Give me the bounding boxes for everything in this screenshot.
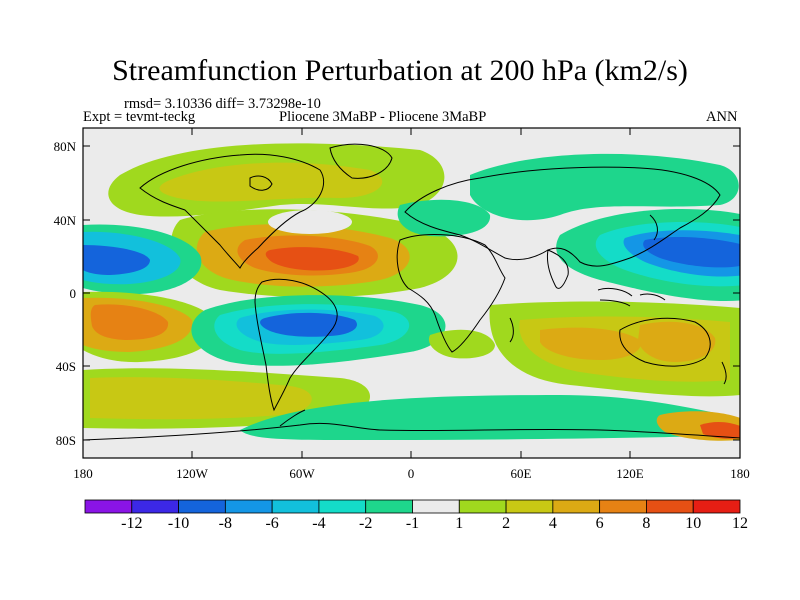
experiment-label: Expt = tevmt-teckg: [83, 109, 196, 125]
colorbar: [84, 499, 741, 514]
colorbar-label: 6: [595, 515, 604, 532]
coast-north-america: [139, 153, 325, 269]
colorbar-swatch: [178, 499, 226, 514]
colorbar-label: -10: [167, 515, 190, 532]
x-tick-120w: 120W: [176, 466, 208, 481]
coast-india: [547, 249, 569, 289]
colorbar-label: 2: [502, 515, 511, 532]
colorbar-swatch: [412, 499, 460, 514]
colorbar-swatch: [505, 499, 554, 514]
colorbar-label: 10: [685, 515, 702, 532]
colorbar-label: -12: [121, 515, 143, 532]
coast-japan: [649, 214, 658, 241]
rmsd-text: rmsd= 3.10336 diff= 3.73298e-10: [124, 96, 321, 112]
australia-anticyclone-core: [638, 321, 716, 362]
colorbar-swatch: [271, 499, 320, 514]
coast-madagascar: [509, 317, 514, 343]
colorbar-swatch: [692, 499, 741, 514]
coastlines: [83, 143, 740, 441]
coast-antarctica: [83, 422, 740, 441]
coast-africa: [396, 234, 506, 353]
plot-title: Streamfunction Perturbation at 200 hPa (…: [112, 54, 688, 87]
coast-south-america: [254, 278, 338, 412]
coast-indonesia: [597, 287, 666, 307]
coast-australia: [619, 317, 711, 367]
colorbar-swatch: [224, 499, 273, 514]
coast-antarctic-peninsula: [279, 409, 306, 427]
period-label: ANN: [706, 109, 738, 125]
colorbar-label: -6: [265, 515, 279, 532]
axis-tick-marks: [83, 128, 740, 458]
contour-field: [83, 128, 740, 458]
south-indian-anticyclone-core: [540, 327, 641, 360]
coast-hudson-bay: [249, 175, 273, 191]
colorbar-swatch: [131, 499, 179, 514]
colorbar-swatch: [84, 499, 133, 514]
y-tick-80n: 80N: [53, 139, 76, 154]
y-tick-40s: 40S: [55, 359, 76, 374]
colorbar-label: 12: [732, 515, 748, 532]
mediterranean-negative-outer: [397, 199, 491, 237]
colorbar-swatch: [318, 499, 367, 514]
x-tick-0: 0: [407, 466, 415, 481]
colorbar-swatch: [599, 499, 647, 514]
atlantic-gap: [268, 210, 352, 234]
south-pacific-anticyclone-core: [90, 304, 169, 340]
coast-eurasia: [404, 166, 721, 267]
colorbar-label: -1: [405, 515, 420, 532]
colorbar-label: -8: [218, 515, 232, 532]
x-tick-180e: 180: [730, 466, 750, 481]
y-tick-0: 0: [69, 286, 77, 301]
colorbar-swatch: [365, 499, 413, 514]
colorbar-swatch: [552, 499, 601, 514]
coast-greenland: [329, 143, 393, 179]
x-tick-60w: 60W: [289, 466, 315, 481]
x-tick-60e: 60E: [510, 466, 532, 481]
coast-new-zealand: [721, 361, 727, 385]
x-tick-180w: 180: [73, 466, 93, 481]
south-america-cyclone-core: [260, 312, 358, 337]
southern-positive-belt-core: [90, 377, 312, 420]
colorbar-swatch: [646, 499, 694, 514]
central-pacific-cyclone-core: [83, 245, 150, 275]
west-pacific-cyclone-core: [643, 237, 740, 268]
colorbar-label: -4: [312, 515, 326, 532]
colorbar-label: -2: [359, 515, 373, 532]
y-tick-40n: 40N: [53, 213, 76, 228]
colorbar-swatch: [458, 499, 507, 514]
caribbean-anticyclone-peak: [265, 247, 359, 271]
south-far-core: [700, 422, 740, 439]
comparison-label: Pliocene 3MaBP - Pliocene 3MaBP: [279, 109, 487, 125]
x-tick-120e: 120E: [616, 466, 644, 481]
y-tick-80s: 80S: [55, 433, 76, 448]
colorbar-label: 8: [642, 515, 651, 532]
colorbar-label: 1: [455, 515, 464, 532]
colorbar-label: 4: [548, 515, 557, 532]
